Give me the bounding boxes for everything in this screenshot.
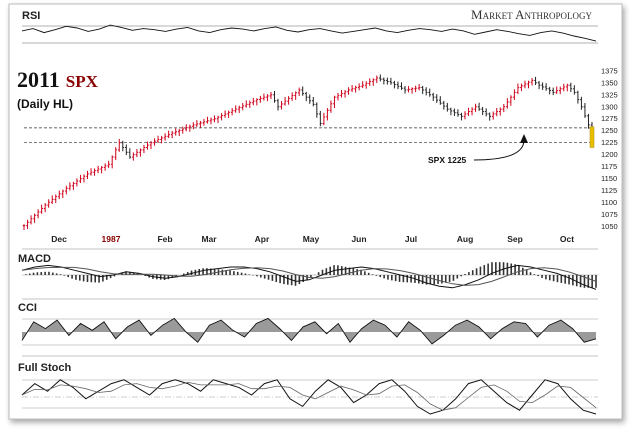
y-tick-label: 1325 bbox=[601, 90, 618, 99]
y-tick-label: 1200 bbox=[601, 150, 618, 159]
x-tick-label: Aug bbox=[457, 234, 474, 244]
watermark: Market Anthropology bbox=[471, 7, 592, 22]
macd-label: MACD bbox=[18, 253, 51, 265]
macd-signal-line bbox=[21, 266, 597, 286]
x-tick-label: Jun bbox=[351, 234, 366, 244]
rsi-line bbox=[21, 24, 597, 42]
stoch-d-line bbox=[21, 381, 597, 411]
title-year: 2011 bbox=[17, 67, 60, 92]
y-tick-label: 1350 bbox=[601, 78, 618, 87]
x-tick-label: Dec bbox=[51, 234, 67, 244]
chart-border bbox=[8, 3, 623, 420]
x-tick-label: Sep bbox=[507, 234, 523, 244]
y-tick-label: 1125 bbox=[601, 186, 617, 195]
y-tick-label: 1375 bbox=[601, 66, 618, 75]
cci-fill bbox=[22, 318, 596, 344]
rsi-panel: RSI Market Anthropology bbox=[21, 7, 598, 44]
y-tick-label: 1050 bbox=[601, 222, 618, 231]
chart-subtitle: (Daily HL) bbox=[17, 97, 73, 111]
y-tick-label: 1275 bbox=[601, 114, 618, 123]
y-tick-label: 1250 bbox=[601, 126, 618, 135]
cci-line bbox=[21, 317, 597, 345]
annotation-arrowhead bbox=[520, 134, 528, 143]
x-tick-label: Mar bbox=[201, 234, 217, 244]
x-tick-label: 1987 bbox=[102, 234, 121, 244]
cci-label: CCI bbox=[18, 302, 37, 314]
stoch-k-line bbox=[21, 379, 597, 415]
rsi-label: RSI bbox=[22, 10, 40, 22]
y-tick-label: 1225 bbox=[601, 138, 618, 147]
annotation: SPX 1225 bbox=[428, 134, 528, 165]
annotation-label: SPX 1225 bbox=[428, 155, 467, 165]
y-tick-label: 1150 bbox=[601, 174, 617, 183]
cci-panel: CCI bbox=[18, 298, 598, 346]
annotation-arrow bbox=[473, 139, 525, 161]
y-tick-label: 1100 bbox=[601, 198, 617, 207]
x-tick-label: Apr bbox=[255, 234, 270, 244]
x-tick-label: Oct bbox=[560, 234, 574, 244]
stoch-panel: Full Stoch bbox=[18, 355, 598, 415]
price-panel: 2011 SPX (Daily HL) 1050 1075 1100 1125 1150 1… bbox=[17, 66, 618, 244]
highlight-bar bbox=[589, 126, 595, 148]
stoch-label: Full Stoch bbox=[18, 362, 71, 374]
x-tick-label: May bbox=[303, 234, 320, 244]
y-tick-label: 1175 bbox=[601, 162, 617, 171]
x-tick-label: Jul bbox=[405, 234, 417, 244]
y-tick-label: 1300 bbox=[601, 102, 618, 111]
chart-title: 2011 SPX bbox=[17, 67, 99, 92]
y-tick-label: 1075 bbox=[601, 210, 618, 219]
title-symbol: SPX bbox=[66, 72, 99, 91]
macd-panel: MACD bbox=[18, 248, 598, 290]
x-tick-label: Feb bbox=[157, 234, 172, 244]
